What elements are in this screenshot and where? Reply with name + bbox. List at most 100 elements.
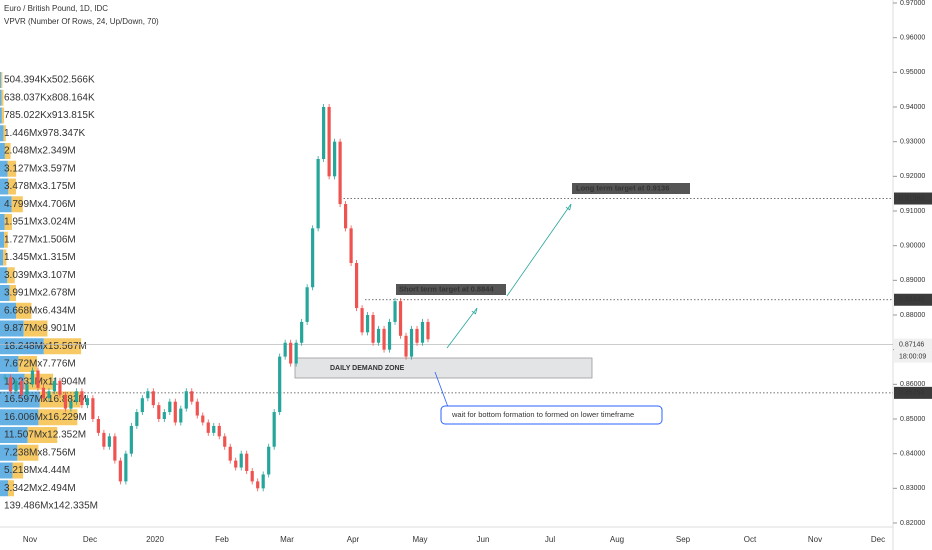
profile-down-bar [17, 444, 39, 461]
profile-label: 3.127Mx3.597M [4, 163, 76, 174]
candle [113, 436, 117, 461]
candle [239, 453, 243, 468]
candle [8, 377, 13, 392]
candle [322, 107, 326, 159]
profile-down-bar [12, 462, 24, 479]
profile-down-bar [4, 143, 11, 159]
candle [371, 315, 375, 343]
x-tick-label: Apr [347, 535, 360, 544]
candle [283, 342, 287, 357]
target-arrow [446, 307, 478, 349]
candle [157, 405, 161, 419]
candle [409, 328, 414, 357]
candle [162, 412, 166, 419]
profile-up-bar [0, 160, 8, 177]
profile-label: 4.799Mx4.706M [4, 199, 76, 210]
profile-label: 1.951Mx3.024M [4, 217, 76, 228]
candle [426, 321, 430, 340]
candle [316, 159, 320, 229]
candle [201, 415, 205, 423]
target-arrow-head [565, 203, 572, 211]
y-tick-label: 0.92000 [900, 173, 925, 180]
profile-up-bar [0, 178, 9, 195]
candle [343, 204, 348, 229]
candle [250, 471, 254, 482]
profile-up-bar [0, 285, 10, 301]
candle [85, 398, 90, 406]
profile-up-bar [0, 409, 39, 426]
y-tick-label: 0.96000 [900, 35, 925, 42]
x-tick-label: Sep [676, 535, 691, 544]
candle [387, 321, 392, 350]
profile-label: 504.394Kx502.566K [4, 75, 95, 86]
candle [354, 263, 359, 309]
candle [36, 370, 40, 388]
profile-down-bar [8, 480, 15, 497]
candle [80, 391, 84, 406]
x-tick-label: Jul [545, 535, 555, 544]
profile-label: 11.507Mx12.352M [4, 430, 86, 441]
long-target-box [572, 183, 690, 194]
candle [305, 287, 309, 322]
profile-up-bar [0, 427, 28, 443]
candle [393, 301, 397, 322]
candle [300, 321, 304, 343]
candle [47, 391, 51, 399]
profile-up-bar [0, 480, 9, 497]
candle [69, 401, 73, 409]
profile-up-bar [0, 302, 17, 319]
level-tag [894, 192, 932, 205]
callout-pointer [434, 371, 449, 408]
profile-down-bar [38, 409, 78, 426]
candle [146, 391, 150, 399]
candle [212, 425, 216, 433]
level-tag-label: 0.85754 [899, 390, 924, 397]
x-tick-label: Oct [744, 535, 757, 544]
y-tick-label: 0.94000 [900, 104, 925, 111]
countdown-box [894, 350, 932, 363]
x-tick-label: Nov [23, 535, 37, 544]
countdown: 18:00:09 [899, 353, 926, 360]
level-tag [894, 386, 932, 399]
candle [74, 391, 79, 402]
profile-label: 5.218Mx4.44M [4, 465, 70, 476]
y-tick-label: 0.83000 [900, 485, 925, 492]
profile-up-bar [0, 231, 5, 248]
candle [96, 419, 100, 433]
candle [289, 342, 293, 364]
profile-up-bar [0, 249, 4, 266]
profile-label: 9.877Mx9.901M [4, 323, 76, 334]
level-tag [894, 293, 932, 306]
profile-up-bar [0, 267, 8, 284]
candle [261, 474, 265, 489]
candle [256, 481, 260, 489]
candle [228, 446, 232, 461]
profile-label: 785.022Kx913.815K [4, 110, 95, 121]
profile-up-bar [0, 107, 2, 124]
profile-down-bar [9, 285, 17, 301]
profile-label: 1.446Mx978.347K [4, 128, 86, 139]
profile-label: 18.248Mx15.567M [4, 341, 87, 352]
callout-box [440, 405, 663, 425]
profile-up-bar [0, 320, 24, 337]
profile-up-bar [0, 196, 12, 213]
candle [278, 356, 282, 413]
candle [168, 401, 172, 413]
profile-up-bar [0, 89, 2, 106]
profile-label: 3.039Mx3.107M [4, 270, 76, 281]
x-tick-label: Feb [215, 535, 229, 544]
profile-up-bar [0, 462, 13, 479]
candle [217, 425, 221, 437]
candle [129, 425, 133, 454]
profile-total: 139.486Mx142.335M [4, 501, 98, 512]
profile-label: 3.991Mx2.678M [4, 288, 76, 299]
x-tick-label: Jun [477, 535, 490, 544]
y-tick-label: 0.95000 [900, 69, 925, 76]
indicator-title: VPVR (Number Of Rows, 24, Up/Down, 70) [4, 17, 159, 26]
y-tick-label: 0.91000 [900, 208, 925, 215]
target-arrow [506, 203, 572, 297]
profile-down-bar [27, 427, 58, 443]
candle [195, 401, 199, 416]
profile-up-bar [0, 143, 5, 159]
